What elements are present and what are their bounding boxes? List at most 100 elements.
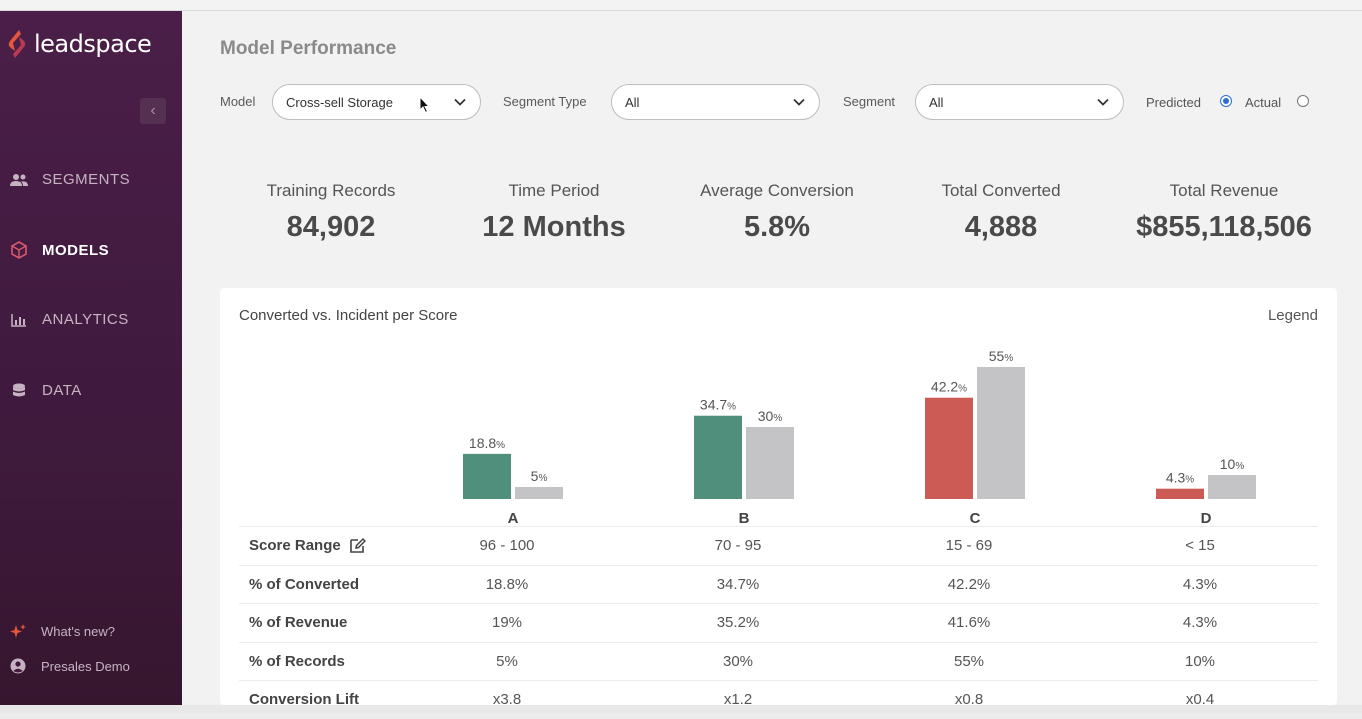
chevron-down-icon [793,98,805,106]
leadspace-logo-icon [8,30,26,58]
legend-link[interactable]: Legend [1267,307,1318,324]
sparkle-icon [8,623,28,639]
data-label: 18.8% [469,435,505,451]
table-cell: 19% [491,614,523,632]
table-cell: 30% [722,652,754,670]
mouse-cursor-icon [419,96,431,114]
segment-select[interactable]: All [915,84,1124,120]
category-label: A [508,510,519,526]
row-label: % of Records [249,652,345,670]
table-cell: 41.6% [947,614,991,632]
user-avatar-icon [8,658,28,674]
table-cell: < 15 [1185,537,1215,555]
segment-filter-label: Segment [843,94,896,109]
browser-top-strip [0,0,1362,11]
kpi-value: 12 Months [482,211,626,243]
model-select-value: Cross-sell Storage [286,94,393,110]
kpi-label: Total Converted [941,181,1061,200]
sidebar-item-models[interactable]: MODELS [8,241,109,259]
user-name: Presales Demo [41,658,130,674]
table-cell: 34.7% [716,575,760,593]
table-cell: 55% [953,652,985,670]
bar-d-series-1[interactable] [1156,488,1204,499]
table-row: % of Converted 18.8% 34.7% 42.2% 4.3% [239,564,1318,604]
bar-d-series-2[interactable] [1208,475,1256,499]
sidebar: leadspace ‹ SEGMENTS MODELS ANALYTICS [0,11,182,705]
table-cell: 96 - 100 [479,537,535,555]
data-label: 34.7% [700,397,736,413]
data-label: 5% [531,468,548,484]
predicted-radio[interactable] [1220,95,1232,107]
user-profile-link[interactable]: Presales Demo [8,658,130,674]
chart-title: Converted vs. Incident per Score [239,307,458,324]
table-cell: x0.8 [954,691,984,709]
sidebar-item-data[interactable]: DATA [8,382,82,399]
kpi-label: Time Period [508,181,600,200]
kpi-value: 5.8% [743,211,811,243]
segment-type-select-value: All [625,94,640,110]
table-cell: 5% [496,652,518,670]
kpi-total-revenue: Total Revenue $855,118,506 [1114,181,1334,244]
model-filter-label: Model [220,94,256,109]
category-label: D [1201,510,1212,526]
kpi-training-records: Training Records 84,902 [221,181,441,244]
row-label: Conversion Lift [249,691,360,709]
bar-c-series-1[interactable] [925,397,973,499]
collapse-sidebar-button[interactable]: ‹ [140,98,166,124]
sidebar-item-analytics[interactable]: ANALYTICS [8,311,129,328]
table-row: Score Range 96 - 100 70 - 95 15 - 69 < 1… [239,526,1318,565]
kpi-value: $855,118,506 [1136,211,1312,243]
table-cell: x3.8 [492,691,522,709]
edit-icon[interactable] [349,537,366,554]
bar-b-series-1[interactable] [694,415,742,499]
chevron-down-icon [1097,98,1109,106]
table-cell: 10% [1184,652,1216,670]
data-label: 4.3% [1166,470,1194,486]
table-cell: 4.3% [1182,614,1218,632]
table-cell: 18.8% [485,575,529,593]
sidebar-item-segments[interactable]: SEGMENTS [8,171,130,188]
data-label: 55% [989,348,1014,364]
bar-c-series-2[interactable] [977,367,1025,499]
page-title: Model Performance [220,38,397,59]
predicted-radio-label: Predicted [1146,95,1201,110]
brand-logo[interactable]: leadspace [6,29,152,59]
sidebar-item-label: MODELS [42,241,110,259]
kpi-label: Average Conversion [700,181,854,200]
data-label: 10% [1220,456,1245,472]
actual-radio[interactable] [1297,95,1309,107]
data-label: 30% [758,408,783,424]
whats-new-link[interactable]: What's new? [8,623,115,639]
bottom-strip [0,705,1362,713]
whats-new-label: What's new? [41,623,116,639]
bar-a-series-1[interactable] [463,453,511,499]
kpi-label: Training Records [266,181,396,200]
sidebar-item-label: DATA [42,382,82,399]
table-cell: x1.2 [723,691,753,709]
row-label-text: Score Range [249,537,341,555]
sidebar-item-label: SEGMENTS [42,171,131,188]
table-row: Conversion Lift x3.8 x1.2 x0.8 x0.4 [239,680,1318,719]
main-content: Model Performance Model Cross-sell Stora… [182,11,1362,708]
category-label: B [739,510,750,526]
model-select[interactable]: Cross-sell Storage [272,84,481,120]
table-cell: 4.3% [1182,575,1218,593]
sidebar-item-label: ANALYTICS [42,311,129,328]
bar-a-series-2[interactable] [515,487,563,499]
score-table: Score Range 96 - 100 70 - 95 15 - 69 < 1… [239,526,1318,719]
users-icon [8,173,30,187]
bar-b-series-2[interactable] [746,427,794,499]
segment-select-value: All [929,94,944,110]
brand-name: leadspace [34,30,152,58]
actual-radio-label: Actual [1245,95,1282,110]
row-label: % of Revenue [249,614,348,632]
bar-chart-icon [8,313,30,327]
database-icon [8,383,30,399]
score-chart-card: Converted vs. Incident per Score Legend … [220,288,1337,708]
kpi-average-conversion: Average Conversion 5.8% [667,181,887,244]
row-label: % of Converted [249,575,360,593]
app-window: leadspace ‹ SEGMENTS MODELS ANALYTICS [0,11,1362,708]
chevron-down-icon [454,98,466,106]
segment-type-select[interactable]: All [611,84,820,120]
kpi-total-converted: Total Converted 4,888 [891,181,1111,244]
